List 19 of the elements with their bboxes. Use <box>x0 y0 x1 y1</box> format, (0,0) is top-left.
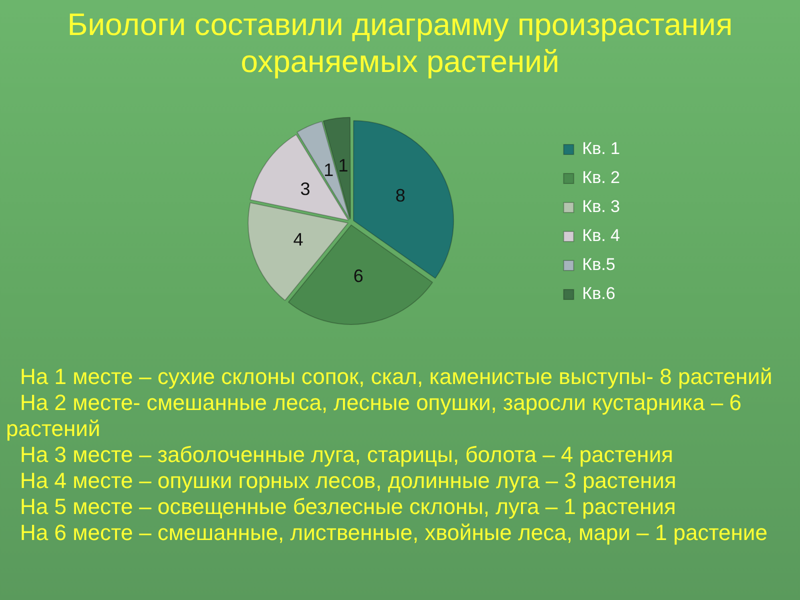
data-label: 3 <box>300 178 310 199</box>
data-label: 1 <box>324 160 334 180</box>
text: На 1 месте – сухие склоны сопок, скал, каменистые выступы- 8 растений <box>19 364 774 390</box>
data-label: 4 <box>293 230 304 250</box>
text: На 5 месте – освещенные безлесные склоны, луга – 1 растения <box>19 494 677 520</box>
data-label: 8 <box>395 185 406 206</box>
data-label: 6 <box>353 266 364 286</box>
legend-label: Кв. 3 <box>582 197 620 216</box>
legend-label: Кв. 1 <box>582 139 620 158</box>
legend-label: Кв. 2 <box>582 168 620 188</box>
text: На 3 месте – заболоченные луга, старицы, болота – 4 растения <box>19 442 674 468</box>
chart-title: Биологи составили диаграмму произрастания охраняемых растений <box>66 6 734 80</box>
legend-label: Кв. 4 <box>582 226 620 246</box>
text: На 4 месте – опушки горных лесов, долинные луга – 3 растения <box>19 468 678 494</box>
legend-label: Кв.5 <box>582 255 616 274</box>
legend-label: Кв.6 <box>582 284 616 304</box>
data-label: 1 <box>338 156 348 176</box>
text: На 2 месте- смешанные леса, лесные опушки, заросли кустарника – 6 растений <box>6 390 742 442</box>
text: На 6 месте – смешанные, лиственные, хвойные леса, мари – 1 растение <box>19 520 768 546</box>
